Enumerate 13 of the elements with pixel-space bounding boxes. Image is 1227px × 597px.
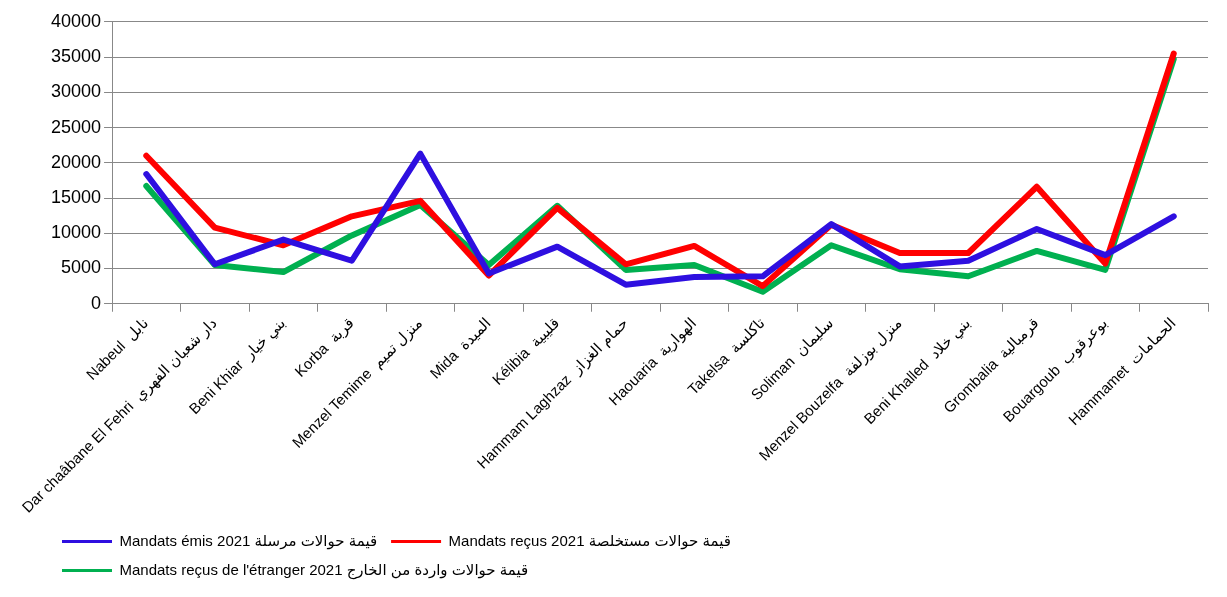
x-tick-label: Nabeul نابل xyxy=(82,314,152,383)
y-tick-label: 5000 xyxy=(61,257,102,278)
y-tick-label: 20000 xyxy=(50,151,102,172)
y-tick-label: 35000 xyxy=(50,46,102,67)
y-tick-label: 15000 xyxy=(50,186,102,207)
legend-label: Mandats émis 2021 قيمة حوالات مرسلة xyxy=(119,531,378,550)
legend-label: Mandats reçus 2021 قيمة حوالات مستخلصة xyxy=(448,531,731,550)
y-tick-label: 30000 xyxy=(50,81,102,102)
y-tick-label: 40000 xyxy=(50,10,102,31)
legend-label: Mandats reçus de l'étranger 2021 قيمة حوالات واردة من الخارج xyxy=(119,560,529,580)
y-tick-label: 10000 xyxy=(50,222,102,243)
y-tick-label: 0 xyxy=(91,292,102,313)
y-tick-label: 25000 xyxy=(50,116,102,137)
